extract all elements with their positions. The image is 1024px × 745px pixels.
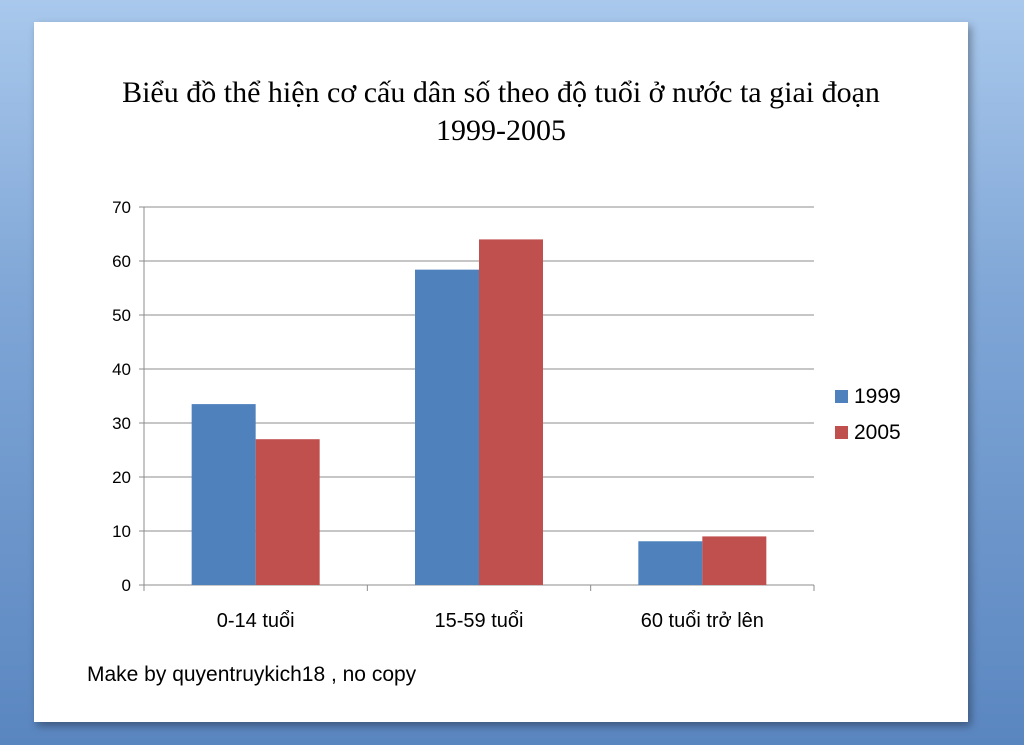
bar-chart: 0 10 20 30 40 50 60 70 0-14 tuổi 15-59 tuổi 60 tuổ… [112,198,815,632]
y-tick-label: 70 [112,198,131,217]
x-tick-label: 15-59 tuổi [435,610,524,632]
bar-2005-0 [255,439,320,585]
bar-2005-1 [479,239,543,585]
bar-1999-0 [191,404,256,585]
x-tick-label: 0-14 tuổi [217,610,295,632]
chart-title-line-1: Biểu đồ thể hiện cơ cấu dân số theo độ t… [122,76,880,109]
legend-label-1999: 1999 [854,385,901,408]
footer-note: Make by quyentruykich18 , no copy [87,663,417,686]
y-tick-label: 0 [122,576,131,595]
bar-1999-2 [638,541,703,585]
x-tick-label: 60 tuổi trở lên [641,610,764,632]
legend-item-1999: 1999 [835,384,901,410]
y-tick-label: 50 [112,306,131,325]
chart-title: Biểu đồ thể hiện cơ cấu dân số theo độ t… [34,74,968,150]
legend-label-2005: 2005 [854,421,901,444]
y-tick-label: 30 [112,414,131,433]
bar-1999-1 [415,269,479,585]
legend-swatch-1999 [835,389,848,403]
legend-item-2005: 2005 [835,420,901,446]
y-tick-label: 40 [112,360,131,379]
bar-2005-2 [702,536,767,585]
slide: Biểu đồ thể hiện cơ cấu dân số theo độ t… [34,22,968,722]
legend-swatch-2005 [835,425,848,439]
y-tick-label: 20 [112,468,131,487]
y-tick-label: 10 [112,522,131,541]
chart-title-line-2: 1999-2005 [436,114,566,147]
y-tick-label: 60 [112,252,131,271]
